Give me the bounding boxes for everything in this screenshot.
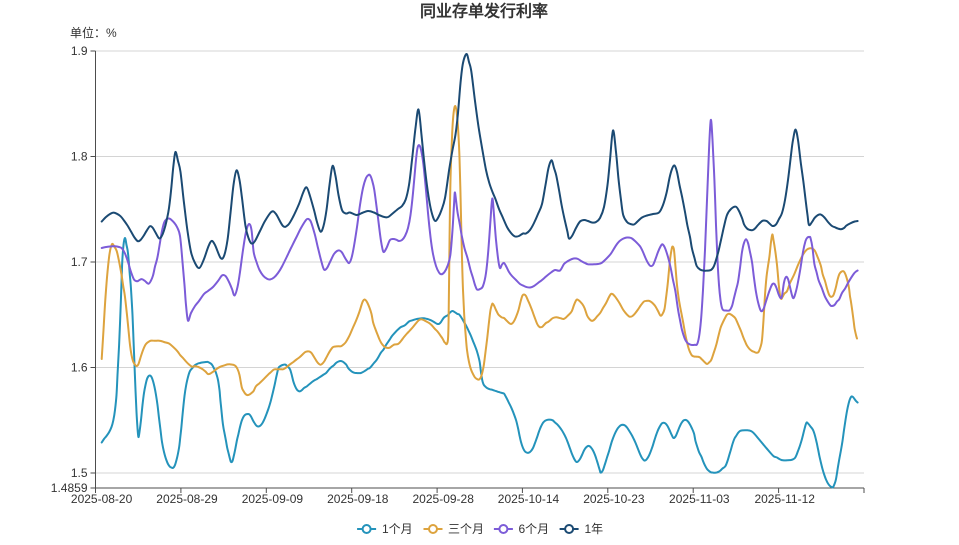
svg-text:1.8: 1.8 [71, 150, 88, 164]
svg-text:1.4859: 1.4859 [51, 481, 88, 495]
svg-text:三个月: 三个月 [448, 522, 484, 536]
svg-text:1个月: 1个月 [382, 522, 413, 536]
svg-text:2025-11-12: 2025-11-12 [754, 492, 815, 506]
svg-text:6个月: 6个月 [519, 522, 550, 536]
svg-text:2025-10-14: 2025-10-14 [498, 492, 560, 506]
svg-text:1年: 1年 [585, 522, 604, 536]
svg-text:2025-09-18: 2025-09-18 [327, 492, 389, 506]
svg-text:单位：%: 单位：% [70, 25, 117, 40]
svg-text:1.9: 1.9 [71, 44, 88, 58]
svg-text:2025-08-20: 2025-08-20 [71, 492, 133, 506]
svg-text:1.7: 1.7 [71, 255, 88, 269]
svg-text:2025-09-28: 2025-09-28 [413, 492, 475, 506]
svg-text:1.6: 1.6 [71, 361, 88, 375]
svg-text:2025-10-23: 2025-10-23 [583, 492, 645, 506]
svg-text:2025-09-09: 2025-09-09 [242, 492, 304, 506]
svg-text:同业存单发行利率: 同业存单发行利率 [420, 2, 548, 21]
svg-text:2025-08-29: 2025-08-29 [156, 492, 218, 506]
svg-text:2025-11-03: 2025-11-03 [669, 492, 730, 506]
svg-text:1.5: 1.5 [71, 466, 88, 480]
